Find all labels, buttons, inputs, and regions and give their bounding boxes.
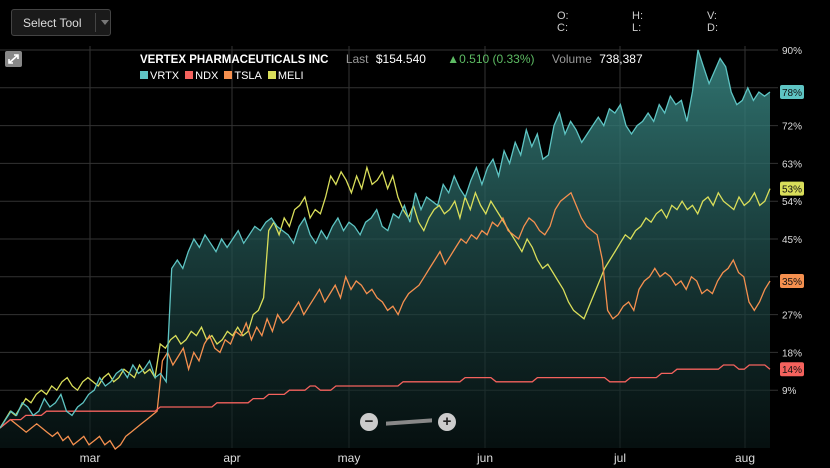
x-tick-label: apr (223, 451, 240, 465)
end-label-ndx: 14% (780, 362, 804, 377)
volume-label-ohlc: V: (707, 10, 717, 22)
end-labels: 53% 35% 14% 78% (780, 85, 804, 377)
quote-header: VERTEX PHARMACEUTICALS INC Last $154.540… (140, 52, 643, 66)
legend-label: NDX (195, 70, 219, 82)
x-tick-label: aug (735, 451, 755, 465)
y-tick-label: 9% (782, 386, 797, 397)
x-tick-label: jul (613, 451, 626, 465)
series-lines (0, 49, 771, 450)
select-tool-dropdown[interactable]: Select Tool (11, 9, 111, 36)
legend-swatch (224, 71, 233, 79)
y-tick-label: 27% (782, 311, 802, 322)
end-label-vrtx: 78% (780, 85, 804, 99)
date-label: D: (707, 22, 718, 34)
legend-swatch (185, 71, 194, 79)
legend-item-ndx[interactable]: NDX (185, 70, 218, 82)
zoom-control: − + (360, 413, 460, 433)
dropdown-divider (95, 13, 96, 32)
legend-label: VRTX (150, 70, 180, 82)
y-tick-label: 72% (782, 122, 802, 133)
end-label-meli: 53% (780, 181, 804, 196)
legend-label: TSLA (234, 70, 262, 82)
x-tick-label: may (338, 451, 361, 465)
vrtx-area (0, 50, 770, 448)
y-tick-label: 18% (782, 348, 802, 359)
volume-label: Volume (551, 52, 592, 66)
ohlc-high-low: H: L: (632, 10, 643, 34)
legend-swatch (140, 71, 148, 79)
zoom-in-button[interactable]: + (438, 413, 456, 431)
legend-label: MELI (277, 70, 304, 82)
last-value: $154.540 (375, 52, 426, 66)
toolbar: Select Tool O: C: H: L: V: D: (0, 0, 830, 46)
ohlc-open-close: O: C: (557, 10, 569, 34)
legend-item-vrtx[interactable]: VRTX (140, 70, 179, 82)
ohlc-volume-date: V: D: (707, 10, 718, 34)
svg-text:14%: 14% (782, 365, 802, 376)
x-tick-label: jun (476, 451, 493, 465)
y-tick-label: 45% (782, 235, 802, 246)
fullscreen-expand-icon[interactable] (5, 51, 22, 67)
zoom-slider[interactable] (386, 418, 432, 426)
close-label: C: (557, 22, 568, 34)
legend-swatch (267, 71, 276, 79)
series-line-ndx (0, 364, 771, 429)
svg-text:53%: 53% (782, 185, 802, 196)
volume-value: 738,387 (599, 52, 643, 66)
end-label-tsla: 35% (780, 274, 804, 288)
x-axis: mar apr may jun jul aug (80, 451, 755, 465)
vrtx-area-fill (0, 50, 770, 448)
y-tick-label: 54% (782, 197, 802, 208)
low-label: L: (632, 22, 642, 34)
series-line-meli (0, 165, 771, 429)
select-tool-label: Select Tool (23, 16, 82, 30)
series-line-tsla (0, 191, 771, 450)
legend-item-meli[interactable]: MELI (267, 70, 304, 82)
legend-item-tsla[interactable]: TSLA (224, 70, 262, 82)
open-label: O: (557, 10, 569, 22)
chart-legend: VRTX NDX TSLA MELI (140, 70, 310, 82)
company-name: VERTEX PHARMACEUTICALS INC (140, 54, 329, 66)
x-tick-label: mar (80, 451, 101, 465)
zoom-out-button[interactable]: − (360, 413, 378, 431)
last-label: Last (345, 52, 369, 66)
series-line-vrtx (0, 49, 771, 429)
svg-text:35%: 35% (782, 277, 802, 288)
y-tick-label: 90% (782, 46, 802, 57)
chevron-down-icon[interactable] (101, 20, 109, 25)
y-tick-label: 63% (782, 159, 802, 170)
svg-text:78%: 78% (782, 88, 802, 99)
price-change: ▲0.510 (0.33%) (447, 52, 535, 66)
high-label: H: (632, 10, 643, 22)
